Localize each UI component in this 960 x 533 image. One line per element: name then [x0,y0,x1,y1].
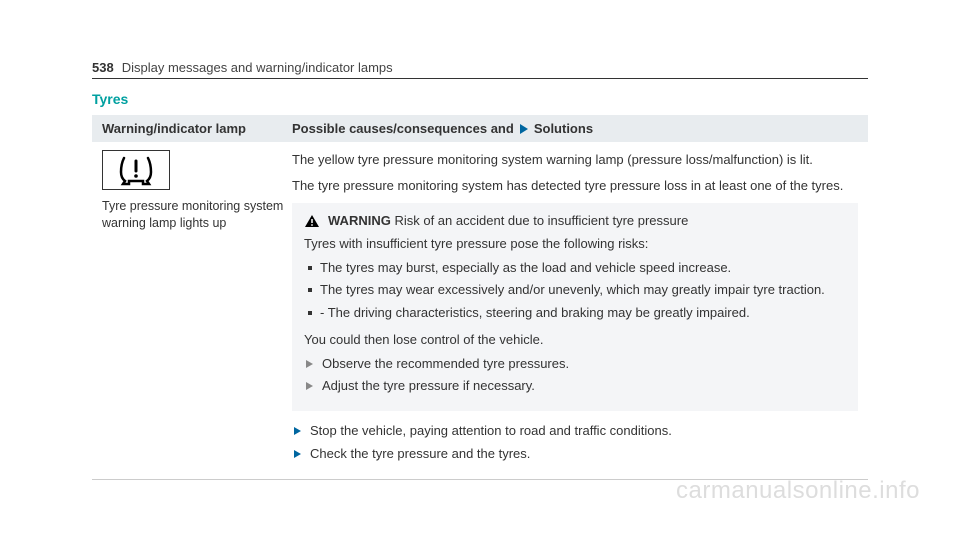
warning-triangle-icon [304,214,320,228]
content-column: The yellow tyre pressure monitoring syst… [292,150,858,469]
page-section-title: Display messages and warning/indicator l… [122,60,393,75]
watermark: carmanualsonline.info [676,477,920,505]
warning-box: WARNING Risk of an accident due to insuf… [292,203,858,411]
header-col2-part2: Solutions [534,121,593,136]
warning-label: WARNING [328,213,391,228]
solution-1: Stop the vehicle, paying attention to ro… [292,421,858,442]
header-col2-part1: Possible causes/consequences and [292,121,514,136]
description-line2: The tyre pressure monitoring system has … [292,176,858,196]
section-title: Tyres [92,91,868,107]
solution-2: Check the tyre pressure and the tyres. [292,444,858,465]
warning-intro: Tyres with insufficient tyre pressure po… [304,234,846,254]
warning-actions: Observe the recommended tyre pressures. … [304,354,846,398]
warning-action-2: Adjust the tyre pressure if necessary. [304,376,846,397]
table-body-row: Tyre pressure monitoring system warning … [92,142,868,480]
warning-bullet-3: - The driving characteristics, steering … [304,303,846,323]
table-header-col1: Warning/indicator lamp [102,121,292,136]
warning-header: WARNING Risk of an accident due to insuf… [304,213,846,228]
warning-outro: You could then lose control of the vehic… [304,330,846,350]
page-number: 538 [92,60,114,75]
description-line1: The yellow tyre pressure monitoring syst… [292,150,858,170]
table-header-col2: Possible causes/consequences and Solutio… [292,121,858,136]
solution-actions: Stop the vehicle, paying attention to ro… [292,421,858,465]
lamp-column: Tyre pressure monitoring system warning … [102,150,292,469]
page-header: 538 Display messages and warning/indicat… [92,60,868,79]
tpms-icon-box [102,150,170,190]
table-header-row: Warning/indicator lamp Possible causes/c… [92,115,868,142]
triangle-icon [520,124,528,134]
warning-action-1: Observe the recommended tyre pressures. [304,354,846,375]
tpms-warning-icon [116,154,156,186]
warning-bullet-2: The tyres may wear excessively and/or un… [304,280,846,300]
lamp-caption: Tyre pressure monitoring system warning … [102,198,292,232]
warning-bullets: The tyres may burst, especially as the l… [304,258,846,323]
warning-bullet-1: The tyres may burst, especially as the l… [304,258,846,278]
warning-title: Risk of an accident due to insufficient … [394,213,688,228]
